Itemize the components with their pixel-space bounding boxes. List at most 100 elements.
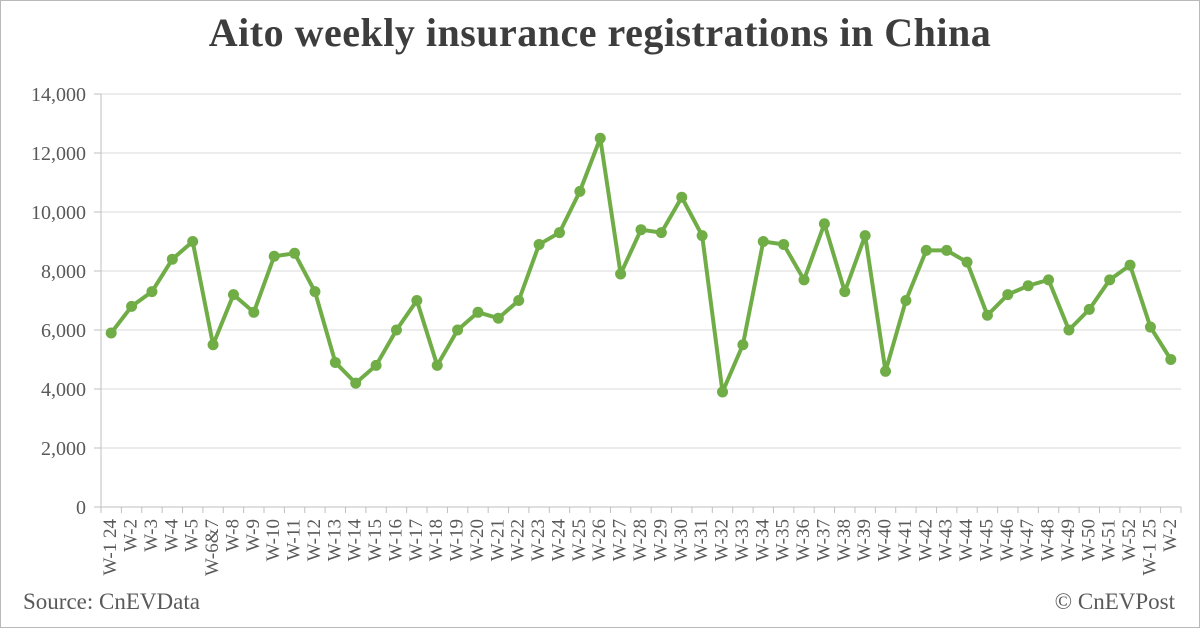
data-point-W-43 xyxy=(941,244,953,256)
data-point-W-39 xyxy=(859,230,871,242)
x-tick-label: W-11 xyxy=(284,519,305,561)
data-point-W-14 xyxy=(350,377,362,389)
x-tick-label: W-39 xyxy=(854,519,875,561)
data-point-W-51 xyxy=(1104,274,1116,286)
x-tick-label: W-16 xyxy=(385,519,406,561)
x-tick-label: W-4 xyxy=(161,519,182,552)
data-point-W-37 xyxy=(818,218,830,230)
y-tick-label: 0 xyxy=(76,497,86,519)
data-point-W-22 xyxy=(513,295,525,306)
data-point-W-19 xyxy=(452,324,464,336)
x-tick-label: W-27 xyxy=(610,519,631,561)
data-point-W-2 xyxy=(1165,354,1177,365)
data-point-W-28 xyxy=(635,224,647,236)
x-tick-label: W-31 xyxy=(691,519,712,561)
x-tick-label: W-18 xyxy=(426,519,447,561)
data-point-W-2 xyxy=(126,300,138,312)
data-point-W-17 xyxy=(411,295,423,306)
copyright-label: © CnEVPost xyxy=(1054,589,1175,614)
x-axis-ticks xyxy=(100,507,1182,513)
y-tick-label: 2,000 xyxy=(41,438,86,460)
data-point-W-25 xyxy=(574,185,586,197)
data-point-W-41 xyxy=(900,295,912,306)
x-tick-label: W-49 xyxy=(1058,519,1079,561)
y-tick-label: 8,000 xyxy=(41,261,86,283)
x-tick-label: W-13 xyxy=(324,519,345,561)
x-tick-label: W-20 xyxy=(467,519,488,561)
data-point-W-32 xyxy=(717,386,729,398)
data-point-W-26 xyxy=(594,132,606,144)
data-point-W-45 xyxy=(981,309,993,321)
data-point-W-24 xyxy=(553,227,565,239)
x-tick-label: W-6&7 xyxy=(202,519,223,576)
data-point-W-38 xyxy=(839,286,851,298)
x-tick-label: W-21 xyxy=(487,519,508,561)
data-point-W-3 xyxy=(146,286,158,298)
y-tick-label: 6,000 xyxy=(41,320,86,342)
data-point-W-13 xyxy=(329,356,341,368)
data-point-W-10 xyxy=(268,250,280,262)
data-point-W-49 xyxy=(1063,324,1075,336)
x-axis-labels: W-1 24 W-2 W-3 W-4 W-5 W-6&7 W-8 W-9 W-10 W-11 W-1… xyxy=(100,519,1181,576)
x-tick-label: W-32 xyxy=(712,519,733,561)
x-tick-label: W-2 xyxy=(121,519,142,552)
y-tick-label: 12,000 xyxy=(31,143,86,165)
data-point-W-15 xyxy=(370,359,382,371)
data-point-W-29 xyxy=(655,227,667,239)
x-tick-label: W-47 xyxy=(1017,519,1038,561)
x-tick-label: W-12 xyxy=(304,519,325,561)
x-tick-label: W-24 xyxy=(548,519,569,562)
data-point-W-1 24 xyxy=(105,327,117,339)
data-point-W-34 xyxy=(757,236,769,247)
x-tick-label: W-46 xyxy=(997,519,1018,561)
x-tick-label: W-42 xyxy=(915,519,936,561)
x-tick-label: W-33 xyxy=(732,519,753,561)
data-point-W-42 xyxy=(920,244,932,256)
x-tick-label: W-44 xyxy=(956,519,977,562)
data-point-W-21 xyxy=(492,312,504,324)
x-tick-label: W-45 xyxy=(976,519,997,561)
y-axis-ticks xyxy=(94,93,102,513)
gridlines xyxy=(101,93,1181,508)
y-tick-label: 14,000 xyxy=(31,84,86,106)
source-label: Source: CnEVData xyxy=(23,589,200,614)
x-tick-label: W-15 xyxy=(365,519,386,561)
data-point-W-20 xyxy=(472,306,484,318)
data-points xyxy=(105,132,1177,398)
x-tick-label: W-40 xyxy=(875,519,896,561)
data-point-W-48 xyxy=(1043,274,1055,286)
data-point-W-4 xyxy=(166,253,178,265)
x-tick-label: W-37 xyxy=(813,519,834,561)
x-tick-label: W-2 xyxy=(1160,519,1181,552)
x-tick-label: W-38 xyxy=(834,519,855,561)
chart-title: Aito weekly insurance registrations in C… xyxy=(208,10,992,55)
x-tick-label: W-19 xyxy=(447,519,468,561)
data-point-W-40 xyxy=(880,365,892,377)
x-tick-label: W-35 xyxy=(773,519,794,561)
data-point-W-33 xyxy=(737,339,749,351)
x-tick-label: W-52 xyxy=(1119,519,1140,561)
x-tick-label: W-10 xyxy=(263,519,284,561)
data-point-W-16 xyxy=(390,324,402,336)
y-tick-label: 4,000 xyxy=(41,379,86,401)
y-tick-label: 10,000 xyxy=(31,202,86,224)
x-tick-label: W-17 xyxy=(406,519,427,561)
x-tick-label: W-22 xyxy=(508,519,529,561)
data-point-W-36 xyxy=(798,274,810,286)
data-point-W-50 xyxy=(1083,303,1095,315)
x-tick-label: W-25 xyxy=(569,519,590,561)
data-point-W-44 xyxy=(961,256,973,268)
data-point-W-6&7 xyxy=(207,339,219,351)
x-tick-label: W-50 xyxy=(1078,519,1099,561)
x-tick-label: W-29 xyxy=(650,519,671,561)
x-tick-label: W-48 xyxy=(1038,519,1059,561)
x-tick-label: W-1 24 xyxy=(100,519,121,576)
x-tick-label: W-1 25 xyxy=(1139,519,1160,575)
data-point-W-27 xyxy=(615,268,627,280)
x-tick-label: W-26 xyxy=(589,519,610,561)
x-tick-label: W-43 xyxy=(936,519,957,561)
x-tick-label: W-41 xyxy=(895,519,916,561)
data-point-W-5 xyxy=(187,236,199,247)
x-tick-label: W-23 xyxy=(528,519,549,561)
